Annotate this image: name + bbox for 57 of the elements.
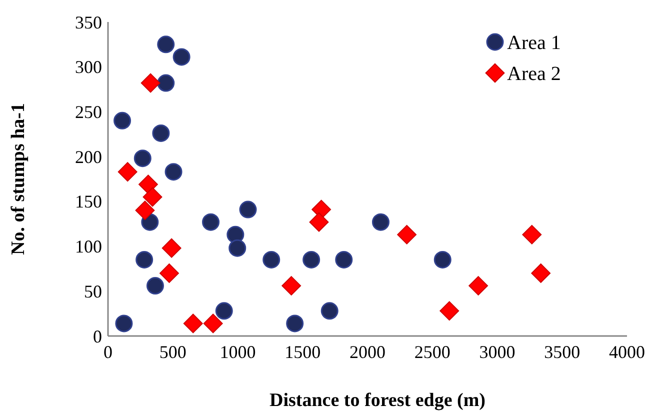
point (157, 74, 175, 92)
y-tick-label: 100 (75, 236, 102, 257)
x-tick-label: 1500 (284, 342, 321, 362)
point (118, 162, 138, 182)
point (434, 250, 452, 268)
point (522, 224, 542, 244)
point (172, 48, 190, 66)
point (262, 250, 280, 268)
point (372, 213, 390, 231)
point (157, 36, 175, 54)
point (228, 239, 246, 257)
x-tick-label: 1000 (220, 342, 256, 362)
x-tick-label: 3000 (479, 342, 516, 362)
point (335, 250, 353, 268)
legend-label: Area 1 (507, 32, 561, 54)
point (239, 200, 257, 218)
y-axis-title: No. of stumps ha-1 (8, 102, 29, 256)
point (160, 264, 179, 283)
x-tick-label: 3500 (544, 342, 580, 362)
x-tick-label: 500 (159, 342, 186, 362)
point (146, 277, 164, 295)
y-tick-label: 300 (75, 57, 102, 78)
y-tick-label: 200 (75, 146, 102, 167)
x-axis-title: Distance to forest edge (m) (270, 390, 486, 411)
point (202, 213, 220, 231)
point (286, 314, 304, 332)
point (135, 200, 155, 220)
point (215, 302, 233, 320)
point (152, 124, 170, 142)
point (115, 314, 133, 332)
point (114, 112, 132, 130)
x-tick-label: 2000 (350, 342, 386, 362)
point (164, 163, 182, 181)
point (136, 250, 154, 268)
point (203, 314, 223, 334)
x-tick-label: 4000 (609, 342, 645, 362)
point (309, 212, 329, 232)
point (440, 301, 460, 321)
point (140, 73, 160, 93)
point (138, 174, 158, 194)
y-tick-label: 250 (75, 102, 102, 122)
point (142, 187, 162, 207)
point (183, 314, 203, 334)
legend-label: Area 2 (507, 63, 561, 85)
point (468, 276, 488, 296)
point (134, 150, 152, 168)
y-tick-label: 50 (84, 281, 102, 302)
x-tick-label: 2500 (414, 342, 450, 362)
y-tick-label: 0 (93, 326, 102, 346)
point (302, 250, 320, 268)
point (282, 276, 302, 296)
point (320, 302, 338, 320)
point (531, 264, 551, 283)
y-tick-label: 350 (75, 12, 102, 32)
point (162, 238, 182, 258)
y-tick-label: 150 (75, 192, 102, 212)
point (397, 224, 417, 244)
